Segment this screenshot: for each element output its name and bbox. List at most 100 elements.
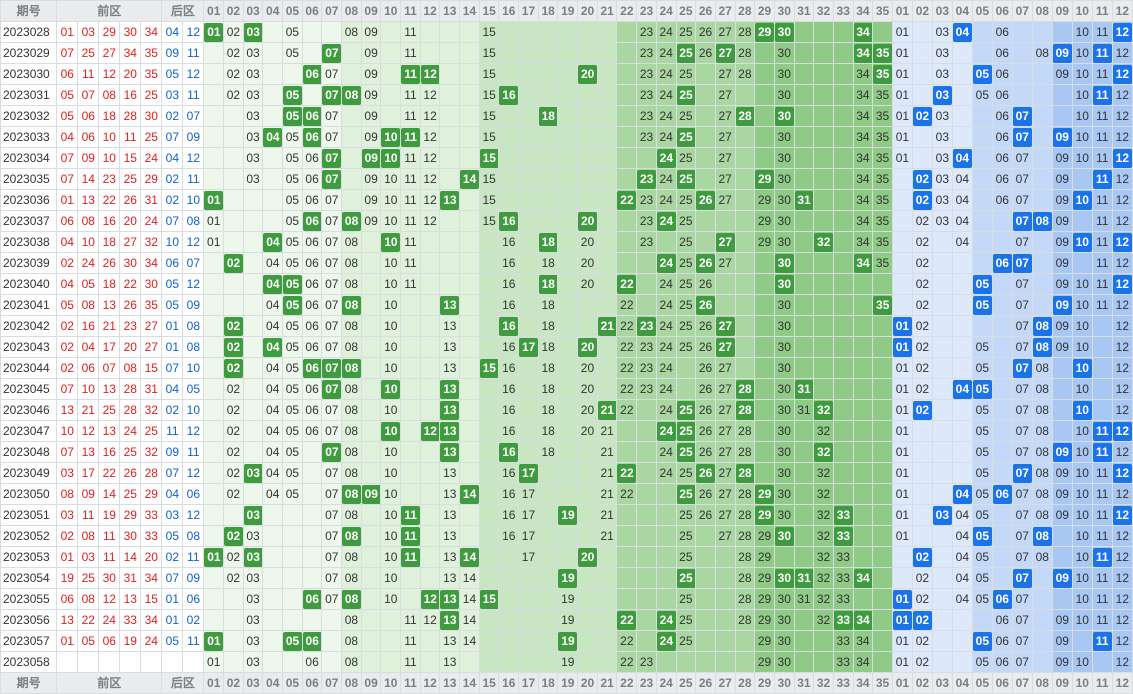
issue-cell: 2023054	[0, 567, 58, 589]
back-draw-number: 07	[161, 567, 184, 589]
front-trend-cell	[734, 315, 756, 337]
back-draw-number: 10	[182, 399, 205, 421]
table-row: 2023045 07 10 13 28 31 04 05 02 04 05 06 07 08 10 13 16 1…	[0, 378, 1133, 400]
front-trend-cell: 19	[557, 567, 579, 589]
front-trend-cell	[419, 294, 441, 316]
table-row: 2023038 04 10 18 27 32 10 12 01 04 05 06 07 08 10 11 16 1…	[0, 231, 1133, 253]
front-trend-cell	[655, 483, 677, 505]
front-trend-cell: 07	[321, 63, 343, 85]
front-trend-cell: 18	[537, 315, 559, 337]
back-trend-cell: 02	[911, 588, 933, 610]
front-trend-cell	[498, 105, 520, 127]
front-hit-marker: 10	[381, 127, 400, 147]
front-trend-cell	[793, 462, 815, 484]
front-trend-cell: 10	[380, 546, 402, 568]
front-trend-cell	[754, 105, 775, 127]
header-front-num: 04	[262, 0, 284, 22]
front-trend-cell: 05	[282, 357, 303, 379]
front-draw-number: 24	[140, 147, 163, 169]
front-hit-marker: 05	[283, 274, 302, 294]
back-trend-cell: 09	[1051, 147, 1073, 169]
front-trend-cell	[832, 378, 854, 400]
back-trend-cell: 06	[991, 42, 1013, 64]
back-trend-cell: 11	[1091, 147, 1113, 169]
front-trend-cell: 12	[419, 420, 441, 442]
front-trend-cell: 06	[301, 231, 323, 253]
back-trend-cell: 07	[1011, 462, 1033, 484]
front-trend-cell: 03	[242, 504, 264, 526]
front-trend-cell	[321, 21, 343, 43]
front-trend-cell	[223, 231, 244, 253]
back-trend-cell	[1051, 588, 1073, 610]
front-trend-cell: 21	[596, 504, 618, 526]
header-front-num: 22	[616, 0, 638, 22]
front-trend-cell: 23	[636, 378, 657, 400]
front-trend-cell: 18	[537, 399, 559, 421]
front-trend-cell: 25	[675, 525, 697, 547]
header-front-num-bottom: 06	[301, 672, 323, 694]
front-trend-cell	[419, 651, 441, 673]
front-trend-cell	[872, 462, 893, 484]
front-draw-number: 33	[140, 504, 163, 526]
front-trend-cell	[360, 357, 382, 379]
front-trend-cell: 18	[537, 105, 559, 127]
front-trend-cell	[872, 546, 893, 568]
front-draw-number: 10	[98, 147, 121, 169]
issue-cell: 2023043	[0, 336, 58, 358]
front-draw-number: 25	[77, 42, 100, 64]
front-trend-cell: 23	[636, 168, 657, 190]
front-draw-number: 11	[98, 546, 121, 568]
front-trend-cell	[577, 84, 598, 106]
back-trend-cell: 09	[1051, 168, 1073, 190]
front-hit-marker: 31	[795, 568, 813, 588]
front-trend-cell: 05	[282, 378, 303, 400]
front-trend-cell: 15	[478, 105, 500, 127]
front-trend-cell: 22	[616, 651, 638, 673]
back-draw-number: 02	[161, 168, 184, 190]
front-draw-number: 06	[56, 63, 79, 85]
front-draw-number: 02	[56, 336, 79, 358]
back-draw-number: 07	[161, 357, 184, 379]
issue-cell: 2023051	[0, 504, 58, 526]
front-hit-marker: 07	[322, 442, 341, 462]
back-trend-cell: 10	[1071, 189, 1093, 211]
front-trend-cell	[439, 126, 461, 148]
front-trend-cell: 01	[203, 189, 225, 211]
front-trend-cell: 09	[360, 63, 382, 85]
front-trend-cell	[419, 336, 441, 358]
front-trend-cell: 05	[282, 252, 303, 274]
front-trend-cell: 21	[596, 525, 618, 547]
front-trend-cell	[203, 84, 225, 106]
back-trend-cell	[911, 21, 933, 43]
table-row: 2023046 13 21 25 28 32 02 10 02 04 05 06 07 08 10 13 16 1…	[0, 399, 1133, 421]
front-trend-cell	[773, 546, 795, 568]
front-trend-cell	[282, 546, 303, 568]
front-trend-cell	[301, 504, 323, 526]
back-trend-cell: 01	[891, 588, 913, 610]
front-trend-cell: 11	[400, 651, 421, 673]
back-trend-cell	[931, 651, 953, 673]
front-draw-number: 28	[140, 462, 163, 484]
header-front-num: 20	[577, 0, 598, 22]
back-trend-cell: 01	[891, 378, 913, 400]
front-draw-number: 11	[98, 525, 121, 547]
front-draw-number: 14	[77, 168, 100, 190]
front-trend-cell	[223, 189, 244, 211]
back-trend-cell: 04	[951, 504, 973, 526]
back-trend-cell	[1031, 126, 1053, 148]
front-trend-cell: 15	[478, 42, 500, 64]
front-trend-cell	[832, 462, 854, 484]
header-back-num-bottom: 06	[991, 672, 1013, 694]
front-trend-cell: 09	[360, 189, 382, 211]
front-trend-cell: 29	[754, 483, 775, 505]
front-hit-marker: 22	[617, 463, 636, 483]
front-trend-cell: 16	[498, 315, 520, 337]
back-trend-cell	[1031, 630, 1053, 652]
front-trend-cell	[301, 546, 323, 568]
header-front-num-bottom: 09	[360, 672, 382, 694]
front-trend-cell	[832, 420, 854, 442]
back-trend-cell: 11	[1091, 420, 1113, 442]
back-trend-cell: 07	[1011, 441, 1033, 463]
front-trend-cell	[734, 168, 756, 190]
front-draw-number: 24	[119, 420, 142, 442]
